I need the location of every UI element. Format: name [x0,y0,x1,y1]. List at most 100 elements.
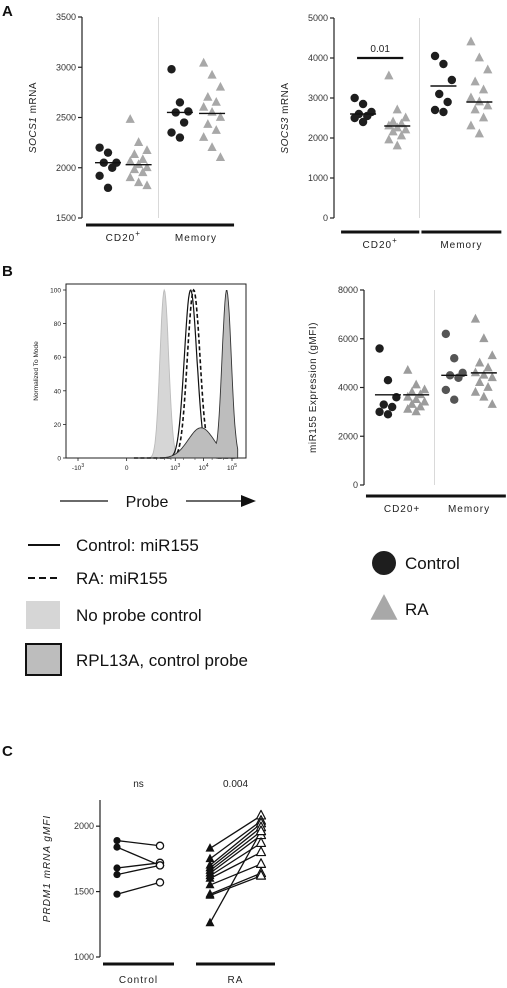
ra-point [392,104,402,114]
x-tick-label: -103 [72,463,84,472]
control-point [179,118,189,127]
control-point [350,113,359,123]
control-point [379,400,388,409]
control-point [184,107,193,116]
y-tick-label: 1500 [74,887,94,897]
ra-point [199,102,209,111]
ra-point [396,118,407,128]
legend-label: RPL13A, control probe [76,651,248,670]
control-point [108,163,117,172]
post-point [255,858,267,868]
paired-line [209,842,262,877]
pre-point [113,890,121,898]
post-point [155,861,165,870]
ra-point [466,92,476,102]
ra-point [125,172,135,182]
x-tick-exp: 3 [178,463,181,469]
control-point [103,183,113,193]
ra-point [470,386,481,396]
control-point [430,105,440,115]
ra-point [211,125,221,134]
ra-point [142,162,152,172]
x-tick-label: 103 [170,463,180,472]
ra-point [215,81,226,91]
x-tick-label: 105 [227,463,237,472]
ra-point [470,104,480,114]
ra-point [133,177,144,187]
chart-socs3: 0 1000 2000 3000 4000 5000 SOCS3 mRNA CD20+ Memo… [280,13,502,251]
post-point [255,846,267,857]
ra-point [419,396,430,406]
ra-point [407,399,417,408]
pre-point [205,917,215,927]
y-axis-label: SOCS3 mRNA [280,82,291,153]
group-label: CD20+ [106,229,141,244]
y-tick-label: 1000 [308,173,328,183]
y-tick-label: 3500 [56,12,76,22]
control-point [439,59,448,69]
control-point [167,65,176,74]
ra-point [401,124,411,134]
legend-label: Control [405,554,460,573]
panel-label-b: B [2,263,13,280]
control-point [383,410,393,419]
y-tick-label: 8000 [338,285,358,295]
x-tick-exp: 4 [206,463,209,469]
ra-point [483,64,493,74]
legend-light-swatch [26,601,60,629]
paired-line [209,863,262,886]
paired-line [116,862,161,869]
legend-label: No probe control [76,606,202,625]
ra-point [125,156,135,166]
y-axis-label-rest: mRNA [28,82,39,117]
ra-point [479,391,489,401]
pre-point [113,836,121,845]
group-label-text: Memory [440,240,482,251]
control-point [103,148,113,157]
y-axis-label: SOCS1 mRNA [28,82,39,153]
y-tick-label: 100 [50,288,61,295]
ra-point [211,96,221,106]
group-label-sup: + [135,229,141,238]
legend-dark-swatch [25,643,62,676]
ra-point [133,137,144,146]
ra-point [487,372,497,382]
ra-point [411,379,421,389]
control-point [350,93,359,103]
x-tick-base: -10 [72,465,82,472]
ra-point [470,367,481,377]
panel-label-a: A [2,3,13,20]
ra-point [384,134,394,144]
ra-point [129,164,140,174]
pre-point [113,864,121,872]
x-tick-label: 0 [125,465,129,472]
ra-point [470,76,480,86]
y-tick-label: 60 [54,355,62,362]
y-tick-label: 3000 [308,93,328,103]
control-point [95,143,104,152]
ra-point [203,119,213,128]
ra-point [483,100,493,110]
ra-point [142,180,152,190]
y-tick-label: 2000 [56,163,76,173]
chart-socs1: 1500 2000 2500 3000 3500 SOCS1 mRNA CD20+ Memor… [28,12,235,244]
group-label-text: CD20 [363,240,393,251]
control-point [441,329,451,339]
y-tick-label: 4000 [308,53,328,63]
ra-point [138,154,148,164]
legend-label: RA: miR155 [76,569,168,588]
control-point [450,354,459,363]
ra-point [466,120,476,130]
control-point [375,344,384,353]
post-point [155,841,165,851]
ra-point [392,122,402,132]
y-tick-label: 6000 [338,334,358,344]
y-tick-label: 5000 [308,13,328,23]
pre-point [113,843,121,851]
control-point [441,385,451,395]
control-point [358,99,368,109]
post-point [255,869,267,880]
y-axis-label: PRDM1 mRNA gMFI [42,815,53,922]
pre-point [205,873,215,882]
